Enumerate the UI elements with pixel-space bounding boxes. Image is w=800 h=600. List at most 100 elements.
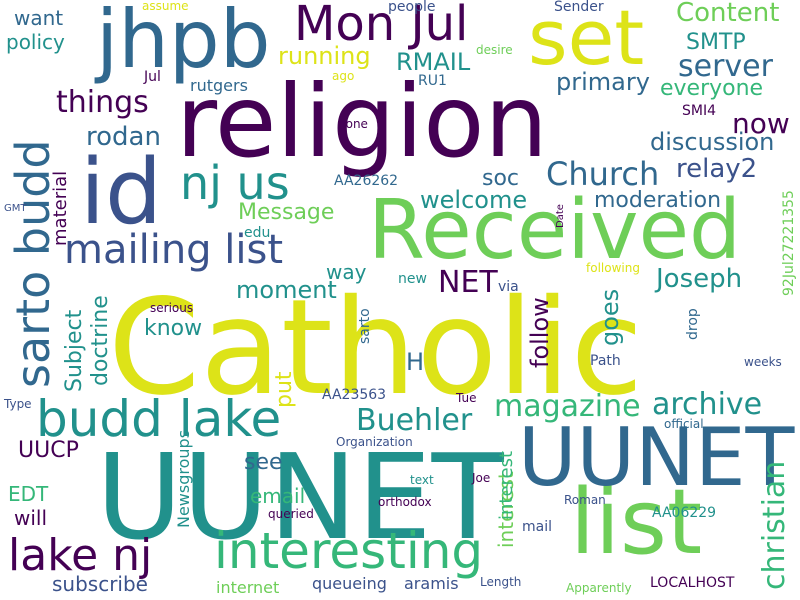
word: LOCALHOST	[650, 575, 735, 591]
word: Buehler	[356, 403, 473, 438]
word: EDT	[8, 482, 49, 506]
word: welcome	[420, 186, 528, 214]
word: way	[326, 260, 367, 284]
word: new	[398, 271, 427, 287]
word: set	[528, 0, 645, 82]
word: RMAIL	[396, 48, 471, 76]
word: want	[14, 6, 64, 30]
word: internet	[216, 578, 280, 597]
word: following	[586, 261, 640, 275]
word: via	[498, 279, 519, 295]
word: soc	[482, 166, 520, 191]
word: NET	[438, 265, 498, 300]
word: everyone	[660, 76, 764, 101]
word: weeks	[744, 355, 782, 369]
word: Received	[368, 183, 742, 278]
word: nj us	[180, 156, 290, 210]
word: Tue	[456, 391, 477, 405]
word: SMI4	[682, 103, 717, 119]
word: know	[144, 316, 203, 341]
word: people	[388, 0, 436, 15]
word: UUCP	[18, 438, 79, 463]
word: RU1	[418, 73, 447, 89]
word: budd lake	[36, 390, 282, 448]
word: Joseph	[656, 264, 743, 294]
word: UUNET	[96, 428, 504, 566]
word: Roman	[564, 493, 606, 507]
word: ago	[332, 69, 355, 83]
word: Jul	[144, 69, 161, 85]
word: edu	[244, 225, 271, 241]
word: AA06229	[652, 505, 717, 521]
word: interest	[496, 450, 517, 520]
word: Date	[555, 204, 566, 228]
word: things	[56, 85, 149, 120]
word: mailing list	[64, 227, 284, 273]
word: christian	[757, 460, 792, 590]
word: 92Jul27221355	[781, 190, 797, 296]
word: now	[732, 107, 790, 140]
word: Message	[238, 200, 335, 225]
word: text	[410, 473, 434, 487]
word: archive	[652, 387, 763, 422]
word: Length	[480, 575, 522, 589]
word: subscribe	[52, 572, 148, 596]
word: desire	[476, 43, 513, 57]
word: primary	[556, 68, 650, 96]
word: doctrine	[88, 295, 113, 386]
word: Joe	[472, 471, 491, 485]
word: Type	[4, 397, 32, 411]
word: Sender	[554, 0, 604, 15]
word: religion	[176, 63, 548, 180]
word: server	[678, 49, 773, 84]
word: AA26262	[334, 173, 399, 189]
word: orthodox	[378, 495, 432, 509]
word: none	[338, 117, 368, 131]
word: mail	[522, 519, 552, 535]
word: Mon Jul	[294, 0, 469, 52]
word: Church	[546, 155, 660, 193]
word: Newsgroups	[174, 429, 193, 528]
word: goes	[596, 288, 624, 346]
word: Catholic	[108, 271, 644, 425]
word: discussion	[650, 128, 775, 156]
word: Content	[676, 0, 780, 28]
word: will	[14, 506, 48, 530]
word: Apparently	[566, 581, 632, 595]
word: H	[406, 348, 425, 376]
word: id	[80, 140, 163, 245]
word: list	[570, 470, 703, 575]
word: AA23563	[322, 387, 387, 403]
word: serious	[150, 301, 194, 315]
word: queueing	[312, 574, 387, 593]
word: running	[278, 42, 371, 70]
word: official	[664, 417, 704, 431]
word: jhpb	[96, 0, 271, 86]
word: magazine	[494, 389, 641, 424]
word: queried	[268, 507, 314, 521]
word: interesting	[214, 522, 484, 580]
word: lake nj	[8, 530, 153, 581]
word: put	[272, 371, 297, 408]
word: rutgers	[190, 76, 248, 95]
word: see	[244, 450, 283, 475]
word: moment	[236, 276, 337, 304]
word: policy	[6, 30, 65, 54]
word: moderation	[594, 188, 722, 213]
word: Path	[590, 353, 621, 369]
word: SMTP	[686, 30, 746, 55]
word: follow	[526, 297, 554, 368]
word: Organization	[336, 435, 413, 449]
word: GMT	[4, 203, 27, 214]
word: Subject	[62, 309, 87, 392]
word: material	[50, 170, 71, 246]
word: rodan	[86, 122, 161, 152]
word: UUNET	[518, 411, 795, 504]
word: aramis	[404, 574, 459, 593]
word: sarto	[357, 308, 373, 344]
word: email	[250, 484, 306, 508]
word: assume	[142, 0, 189, 13]
word: relay2	[676, 154, 758, 184]
word: drop	[685, 308, 701, 340]
